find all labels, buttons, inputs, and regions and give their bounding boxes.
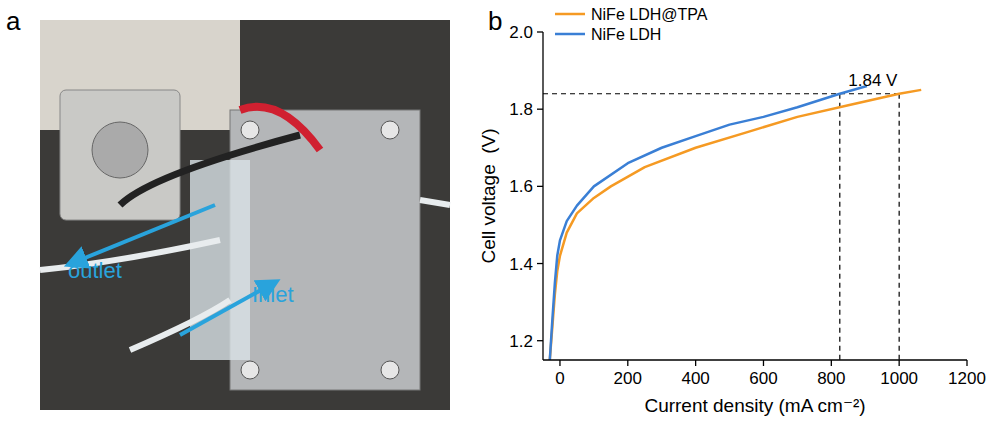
- y-tick-label: 1.6: [509, 177, 533, 196]
- chart-panel: b 0 200 400 600 800 1000 1200 1.2 1.4 1.6 1.8 2.0 Cur…: [478, 6, 986, 416]
- x-tick: [763, 360, 764, 366]
- photo-panel: a outlet Inlet: [6, 6, 450, 410]
- x-tick-label: 800: [817, 369, 845, 388]
- tube: [130, 300, 230, 350]
- y-axis-title: Cell voltage (V): [478, 128, 499, 263]
- x-tick: [831, 360, 832, 366]
- y-tick: [537, 263, 543, 264]
- outlet-arrow: [75, 205, 215, 262]
- series-line: [550, 86, 867, 360]
- x-axis-line: [543, 359, 967, 360]
- legend-label: NiFe LDH: [591, 26, 661, 43]
- screw: [381, 121, 399, 139]
- cell-plate: [230, 110, 420, 390]
- x-tick-label: 200: [614, 369, 642, 388]
- cell-frame: [190, 160, 250, 360]
- screw: [381, 361, 399, 379]
- guide-line: [899, 94, 900, 360]
- x-tick: [695, 360, 696, 366]
- legend-label: NiFe LDH@TPA: [591, 6, 708, 23]
- tube: [420, 200, 450, 205]
- y-tick-label: 1.8: [509, 100, 533, 119]
- x-tick: [899, 360, 900, 366]
- outlet-label: outlet: [68, 258, 122, 283]
- x-tick: [559, 360, 560, 366]
- x-tick: [627, 360, 628, 366]
- y-tick: [537, 340, 543, 341]
- panel-letter: b: [488, 6, 502, 36]
- y-tick-label: 1.4: [509, 255, 533, 274]
- curves: [550, 86, 921, 360]
- legend: NiFe LDH@TPA NiFe LDH: [555, 6, 708, 43]
- x-tick: [966, 360, 967, 366]
- y-tick-label: 2.0: [509, 23, 533, 42]
- guides: [543, 94, 899, 360]
- panel-letter: a: [6, 6, 21, 36]
- x-axis-title: Current density (mA cm⁻²): [644, 395, 865, 416]
- photo-background: [40, 20, 450, 410]
- x-tick-label: 1000: [880, 369, 918, 388]
- inlet-label: Inlet: [252, 282, 294, 307]
- black-clip: [120, 135, 300, 205]
- y-tick: [537, 31, 543, 32]
- legend-swatch: [555, 33, 585, 36]
- y-axis-line: [542, 32, 543, 360]
- tube: [40, 240, 220, 270]
- x-tick-label: 400: [681, 369, 709, 388]
- x-tick-label: 0: [555, 369, 564, 388]
- y-tick-label: 1.2: [509, 332, 533, 351]
- figure: a outlet Inlet b 0 200 400 600 800 1000 1200 1.2 1.4…: [0, 0, 997, 427]
- screw: [241, 121, 259, 139]
- guide-line: [839, 94, 840, 360]
- x-tick-label: 600: [749, 369, 777, 388]
- x-tick-label: 1200: [948, 369, 986, 388]
- annotation: 1.84 V: [848, 71, 898, 90]
- pump-rotor: [92, 122, 148, 178]
- screw: [241, 361, 259, 379]
- legend-swatch: [555, 13, 585, 16]
- series-line: [550, 90, 921, 360]
- axes: 0 200 400 600 800 1000 1200 1.2 1.4 1.6 1.8 2.0 Curr…: [478, 23, 986, 416]
- y-tick: [537, 186, 543, 187]
- y-tick: [537, 109, 543, 110]
- red-clip: [240, 107, 320, 150]
